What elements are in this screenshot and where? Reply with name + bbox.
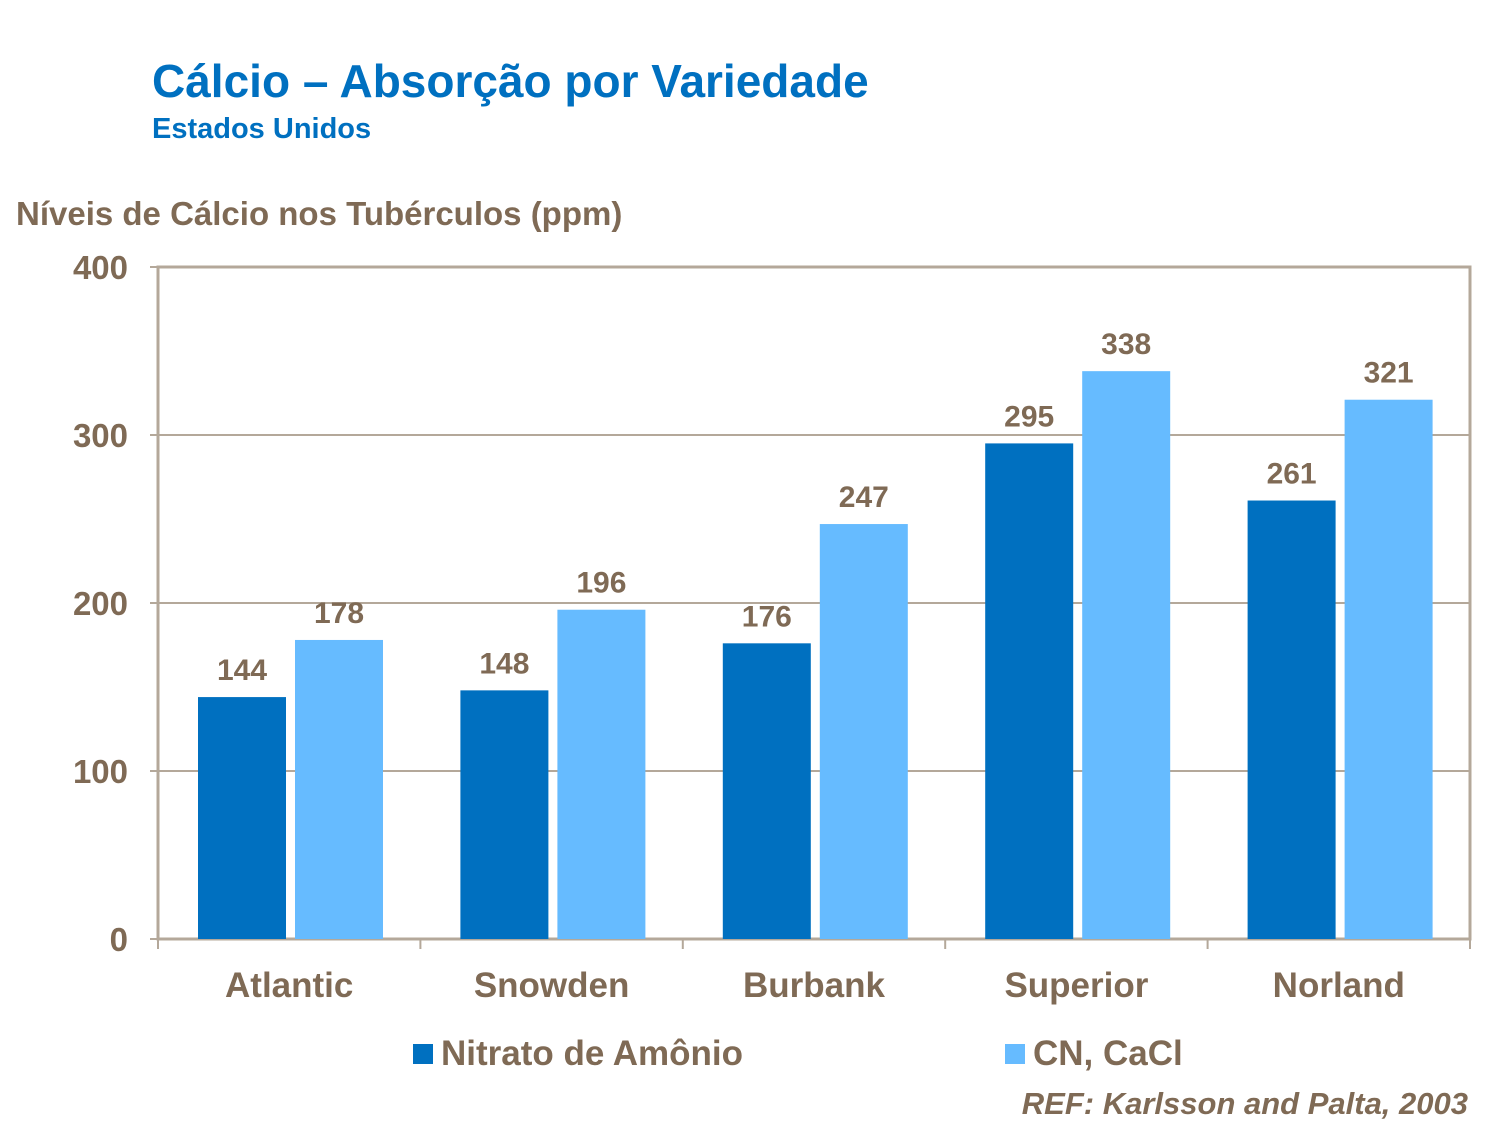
data-label: 144 — [217, 654, 267, 687]
y-tick-label: 0 — [110, 921, 128, 958]
bar-norland-nitrato — [1247, 500, 1336, 939]
legend-item-cn-cacl: CN, CaCl — [1005, 1034, 1183, 1074]
y-tick-label: 100 — [73, 753, 128, 790]
bar-superior-cn-cacl — [1082, 371, 1171, 939]
y-tick-label: 400 — [73, 249, 128, 286]
legend-swatch — [413, 1044, 433, 1064]
bar-burbank-nitrato — [722, 643, 811, 939]
plot-area-border — [156, 265, 1472, 941]
x-tick-label: Atlantic — [225, 966, 353, 1005]
data-label: 196 — [576, 567, 626, 600]
y-axis-label: Níveis de Cálcio nos Tubérculos (ppm) — [16, 195, 623, 232]
legend-label: Nitrato de Amônio — [441, 1034, 744, 1073]
x-tick-label: Snowden — [474, 966, 630, 1005]
data-label: 295 — [1004, 400, 1054, 433]
bar-snowden-cn-cacl — [557, 609, 646, 939]
legend-item-nitrato: Nitrato de Amônio — [413, 1034, 743, 1074]
bar-burbank-cn-cacl — [819, 524, 908, 939]
reference-note: REF: Karlsson and Palta, 2003 — [1021, 1086, 1468, 1121]
data-label: 247 — [839, 481, 889, 514]
data-label: 176 — [742, 600, 792, 633]
data-label: 148 — [479, 647, 529, 680]
data-label: 261 — [1267, 458, 1317, 491]
data-label: 178 — [314, 597, 364, 630]
legend-swatch — [1005, 1044, 1025, 1064]
legend: Nitrato de Amônio CN, CaCl — [0, 1034, 1500, 1078]
bar-superior-nitrato — [985, 443, 1074, 939]
data-label: 321 — [1364, 357, 1414, 390]
x-tick-label: Burbank — [743, 966, 886, 1005]
y-tick-label: 300 — [73, 417, 128, 454]
bar-atlantic-cn-cacl — [295, 639, 383, 939]
data-label: 338 — [1101, 328, 1151, 361]
chart-subtitle: Estados Unidos — [152, 113, 372, 145]
bar-snowden-nitrato — [460, 690, 549, 939]
chart-title: Cálcio – Absorção por Variedade — [152, 55, 869, 107]
bar-atlantic-nitrato — [198, 697, 286, 939]
x-tick-label: Norland — [1273, 966, 1405, 1005]
legend-label: CN, CaCl — [1033, 1034, 1183, 1073]
x-tick-label: Superior — [1004, 966, 1148, 1005]
y-tick-label: 200 — [73, 585, 128, 622]
bar-norland-cn-cacl — [1344, 399, 1433, 940]
